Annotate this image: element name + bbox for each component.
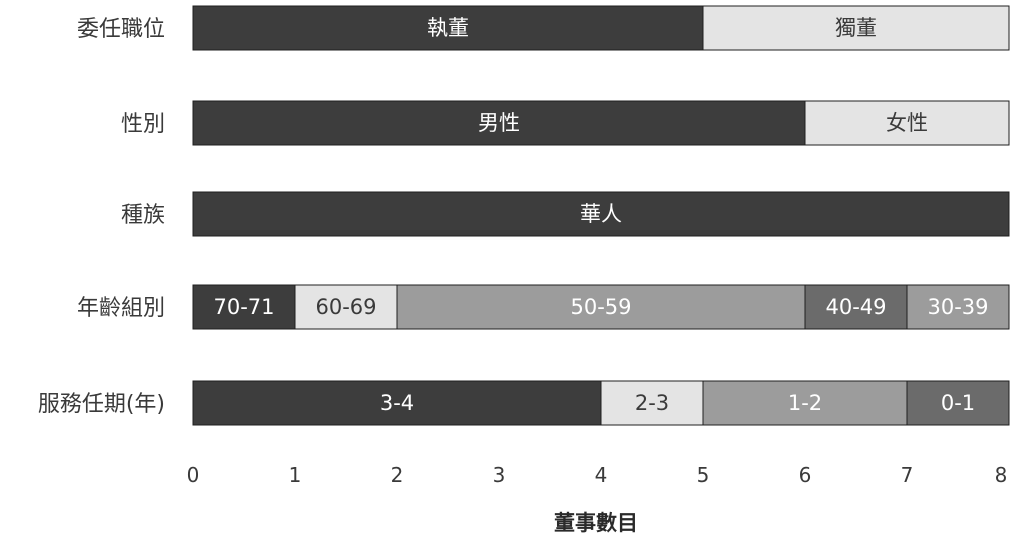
bar-segment-label: 3-4 [380,391,414,415]
x-tick-label: 8 [995,463,1008,487]
bar-segment-label: 男性 [478,111,520,135]
category-label: 種族 [121,203,165,228]
x-tick-label: 0 [187,463,200,487]
bar-segment-label: 40-49 [825,295,886,319]
bar-segment-label: 1-2 [788,391,822,415]
bar-segment [906,380,1010,426]
x-axis-ticks: 0 1 2 3 4 5 6 7 8 [187,463,1008,487]
bar-segment [192,5,704,51]
x-tick-label: 3 [493,463,506,487]
bar-segment-label: 2-3 [635,391,669,415]
bar-segment [396,284,806,330]
bar-segment-label: 執董 [427,16,469,40]
x-tick-label: 1 [289,463,302,487]
x-tick-label: 6 [799,463,812,487]
bar-segment [702,380,908,426]
x-axis-label: 董事數目 [554,511,638,535]
x-tick-label: 2 [391,463,404,487]
bar-segment [192,191,1010,237]
bar-segment [804,284,908,330]
x-tick-label: 4 [595,463,608,487]
bar-segment [192,284,296,330]
x-tick-label: 5 [697,463,710,487]
category-label: 性別 [121,112,165,137]
bar-segment-label: 0-1 [941,391,975,415]
category-label: 委任職位 [77,17,165,42]
bar-segment [804,100,1010,146]
bar-segment-label: 女性 [886,111,928,135]
category-label: 年齡組別 [77,296,165,321]
x-tick-label: 7 [901,463,914,487]
bar-segment-label: 30-39 [927,295,988,319]
bar-segment-label: 獨董 [835,16,877,40]
category-label: 服務任期(年) [38,392,165,417]
bar-segment [600,380,704,426]
bar-segment [294,284,398,330]
bar-segment [906,284,1010,330]
bar-segment-label: 50-59 [570,295,631,319]
bar-segment-label: 華人 [580,202,622,226]
bar-segment [192,100,806,146]
bar-segment-label: 70-71 [213,295,274,319]
bar-segment [702,5,1010,51]
bar-segment-label: 60-69 [315,295,376,319]
